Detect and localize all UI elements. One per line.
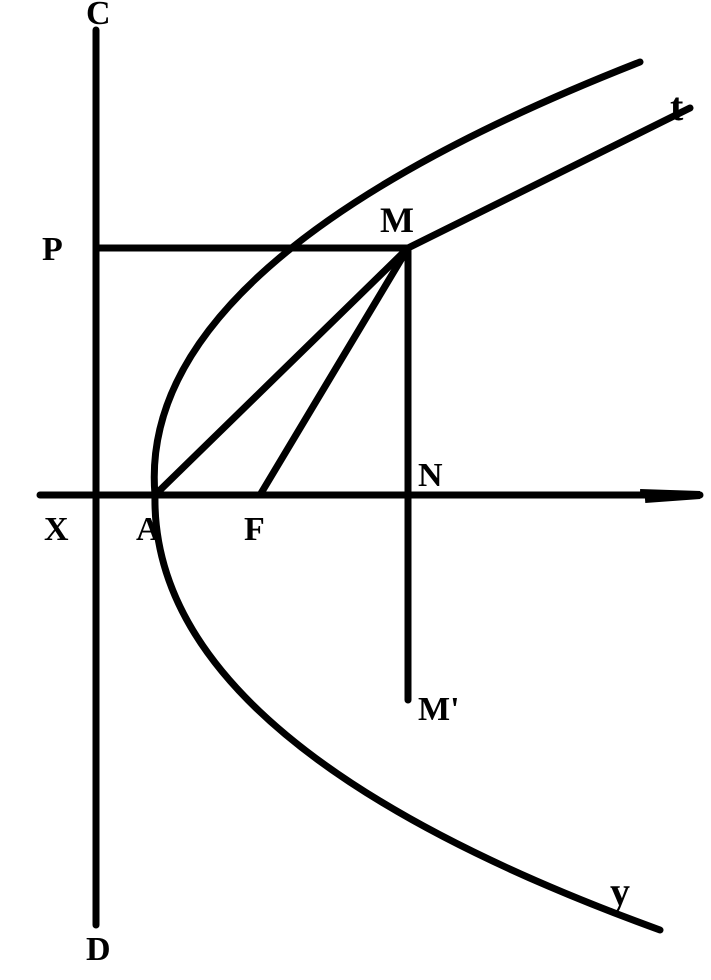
label-F: F xyxy=(244,511,265,548)
label-y: y xyxy=(610,869,630,914)
geometry-layer xyxy=(40,30,700,930)
label-t: t xyxy=(670,84,684,129)
label-C: C xyxy=(86,0,111,32)
line-tangent-Mt xyxy=(408,108,690,248)
label-P: P xyxy=(42,231,63,268)
label-M_prime: M' xyxy=(418,691,460,728)
point-t-end xyxy=(687,105,693,111)
axis-end-rough xyxy=(640,493,700,499)
label-X: X xyxy=(44,511,69,548)
label-A: A xyxy=(136,511,161,548)
label-M: M xyxy=(380,200,414,240)
label-D: D xyxy=(86,931,111,968)
label-N: N xyxy=(418,457,443,494)
labels-layer: C D X A F N P M M' t y xyxy=(42,0,684,968)
parabola-diagram: C D X A F N P M M' t y xyxy=(0,0,711,980)
